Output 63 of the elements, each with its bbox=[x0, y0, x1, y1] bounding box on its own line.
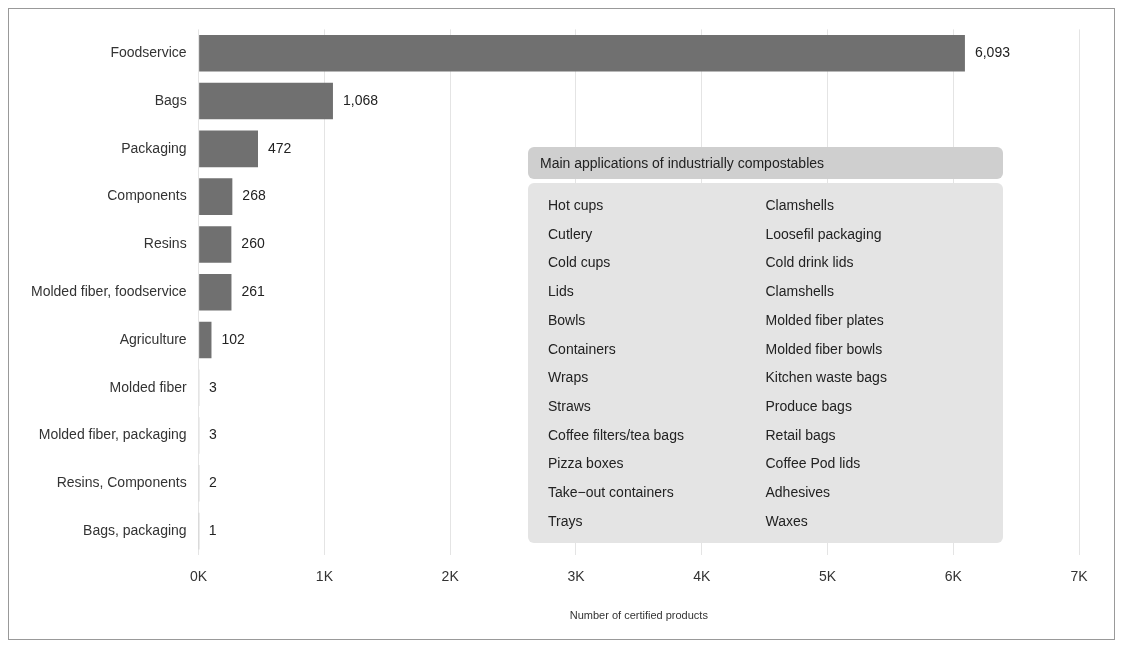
annotation: Molded fiber plates bbox=[765, 311, 885, 328]
annotation: Bowls bbox=[548, 311, 587, 328]
data-label: 472 bbox=[268, 139, 292, 156]
annotation: Clamshells bbox=[765, 197, 835, 213]
y-tick-label: Agriculture bbox=[119, 330, 187, 347]
data-label: 102 bbox=[221, 330, 246, 347]
x-tick-label: 5K bbox=[818, 568, 837, 585]
annotation: Kitchen waste bags bbox=[765, 369, 888, 386]
bar bbox=[199, 178, 233, 215]
annotation: Straws bbox=[548, 398, 592, 415]
annotation: Retail bags bbox=[765, 426, 837, 443]
y-tick-label: Packaging bbox=[121, 139, 187, 156]
data-label: 268 bbox=[242, 187, 266, 204]
annotation: Clamshells bbox=[765, 283, 835, 300]
panel-header: Main applications of industrially compostables bbox=[528, 147, 1003, 179]
x-tick-label: 6K bbox=[944, 568, 963, 585]
annotation: Coffee Pod lids bbox=[765, 455, 862, 472]
bar bbox=[199, 82, 333, 120]
annotation: Wraps bbox=[548, 369, 590, 386]
x-tick-label: 3K bbox=[567, 568, 586, 585]
annotation: Loosefil packaging bbox=[765, 225, 883, 242]
bar bbox=[199, 226, 232, 263]
data-label: 3 bbox=[209, 378, 218, 395]
data-label: 2 bbox=[208, 474, 217, 491]
bar bbox=[199, 321, 212, 359]
y-tick-label: Components bbox=[107, 187, 187, 204]
y-tick-label: Resins, Components bbox=[56, 474, 187, 491]
annotation: Cutlery bbox=[548, 225, 594, 242]
annotation: Adhesives bbox=[765, 484, 832, 501]
data-label: 1,068 bbox=[342, 91, 379, 108]
bar bbox=[199, 130, 258, 168]
annotation: Produce bags bbox=[765, 398, 853, 415]
annotation: Lids bbox=[548, 283, 575, 300]
data-label: 261 bbox=[241, 283, 266, 300]
bar bbox=[199, 35, 965, 72]
annotation: Hot cups bbox=[548, 197, 605, 213]
data-label: 260 bbox=[241, 235, 265, 252]
annotation: Pizza boxes bbox=[548, 455, 625, 472]
annotation: Coffee filters/tea bags bbox=[548, 426, 685, 443]
x-tick-label: 2K bbox=[441, 568, 460, 585]
data-label: 1 bbox=[208, 521, 217, 538]
data-label: 3 bbox=[209, 426, 218, 443]
x-tick-label: 1K bbox=[315, 568, 334, 585]
x-tick-label: 0K bbox=[190, 568, 208, 585]
annotation: Trays bbox=[548, 512, 584, 529]
data-label: 6,093 bbox=[974, 44, 1011, 61]
y-tick-label: Molded fiber, packaging bbox=[38, 426, 187, 443]
x-tick-label: 4K bbox=[693, 568, 711, 585]
x-tick-label: 7K bbox=[1070, 568, 1089, 585]
annotation: Cold drink lids bbox=[765, 254, 855, 271]
x-axis-title: Number of certified products bbox=[569, 609, 709, 622]
y-tick-label: Foodservice bbox=[110, 44, 187, 61]
annotation: Waxes bbox=[765, 512, 809, 529]
annotation: Cold cups bbox=[548, 254, 612, 271]
bar bbox=[199, 273, 232, 311]
annotation: Containers bbox=[548, 340, 617, 357]
y-tick-label: Resins bbox=[143, 235, 187, 252]
y-tick-label: Bags bbox=[154, 91, 187, 108]
annotation: Molded fiber bowls bbox=[765, 340, 884, 357]
annotation: Take−out containers bbox=[548, 484, 675, 501]
y-tick-label: Bags, packaging bbox=[83, 521, 187, 538]
y-tick-label: Molded fiber, foodservice bbox=[31, 283, 187, 300]
y-tick-label: Molded fiber bbox=[109, 378, 187, 395]
